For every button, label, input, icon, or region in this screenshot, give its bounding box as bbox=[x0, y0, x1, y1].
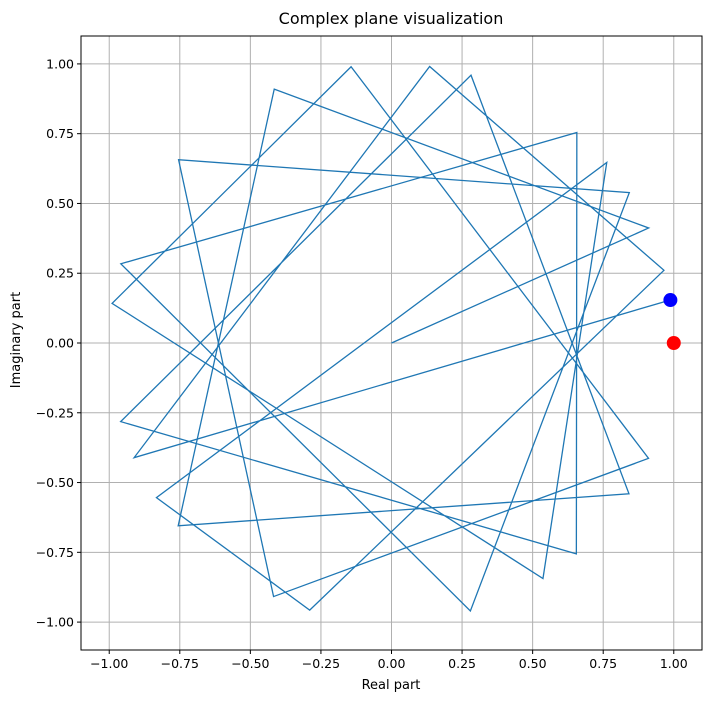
tick-layer: −1.00 −0.75 −0.50 −0.25 0.00 0.25 0.50 0.75 1.00… bbox=[36, 56, 688, 671]
y-tick-label: 0.75 bbox=[46, 126, 74, 141]
x-tick-label: 0.25 bbox=[448, 656, 476, 671]
x-tick-label: 0.00 bbox=[378, 656, 406, 671]
y-tick-label: 0.50 bbox=[46, 196, 74, 211]
point-marker bbox=[663, 293, 678, 308]
y-tick-label: 0.00 bbox=[46, 336, 74, 351]
series-layer bbox=[111, 65, 671, 613]
x-tick-label: −0.75 bbox=[161, 656, 199, 671]
y-tick-label: −0.75 bbox=[36, 545, 74, 560]
x-tick-label: 1.00 bbox=[660, 656, 688, 671]
y-tick-label: 1.00 bbox=[46, 56, 74, 71]
marker-layer bbox=[663, 293, 681, 350]
y-axis-label: Imaginary part bbox=[9, 292, 24, 388]
y-tick-label: −0.25 bbox=[36, 405, 74, 420]
y-tick-label: −0.50 bbox=[36, 475, 74, 490]
point-marker bbox=[666, 336, 681, 350]
x-axis-label: Real part bbox=[362, 678, 421, 693]
x-tick-label: −0.25 bbox=[302, 656, 340, 671]
chart-title: Complex plane visualization bbox=[279, 9, 504, 28]
y-tick-label: −1.00 bbox=[36, 615, 74, 630]
y-tick-label: 0.25 bbox=[46, 266, 74, 281]
series-line bbox=[111, 65, 671, 613]
x-tick-label: 0.50 bbox=[519, 656, 547, 671]
x-tick-label: −1.00 bbox=[90, 656, 128, 671]
x-tick-label: 0.75 bbox=[589, 656, 617, 671]
x-tick-label: −0.50 bbox=[231, 656, 269, 671]
